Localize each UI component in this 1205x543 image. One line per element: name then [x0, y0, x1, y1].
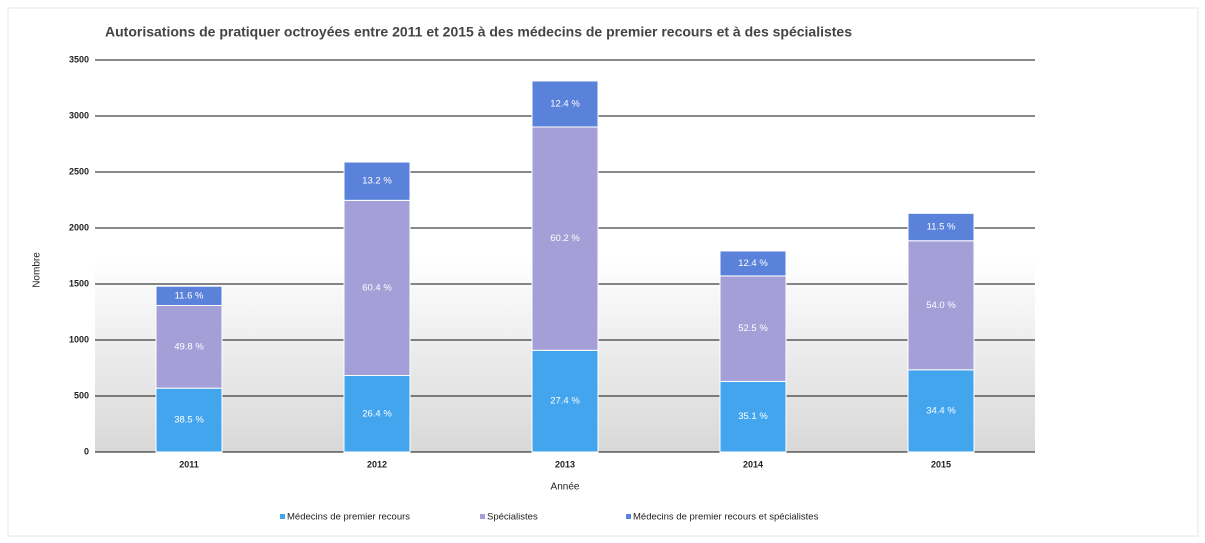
data-label: 13.2 %	[362, 176, 392, 187]
data-label: 11.5 %	[927, 222, 956, 233]
data-label: 12.4 %	[550, 98, 580, 109]
data-label: 11.6 %	[175, 290, 204, 301]
data-label: 60.2 %	[550, 233, 580, 244]
y-tick-label: 1500	[69, 278, 89, 288]
bar-segment	[719, 275, 787, 382]
bar-segment	[343, 199, 411, 377]
data-label: 34.4 %	[926, 405, 956, 416]
bar-segment	[155, 305, 223, 389]
x-tick-label: 2011	[179, 459, 199, 469]
y-tick-label: 2000	[69, 222, 89, 232]
data-label: 12.4 %	[738, 258, 768, 269]
x-tick-label: 2012	[367, 459, 387, 469]
legend-swatch	[626, 514, 631, 519]
y-tick-label: 1000	[69, 334, 89, 344]
bar-segment	[343, 375, 411, 453]
data-label: 38.5 %	[174, 415, 204, 426]
y-tick-label: 2500	[69, 166, 89, 176]
bar-segment	[907, 212, 975, 242]
legend-label: Spécialistes	[487, 512, 538, 523]
data-label: 26.4 %	[362, 408, 392, 419]
x-axis-label: Année	[551, 482, 580, 493]
x-tick-label: 2013	[555, 459, 575, 469]
bar-segment	[907, 369, 975, 453]
bar-segment	[155, 387, 223, 453]
bar-segment	[531, 126, 599, 351]
bar-segment	[719, 380, 787, 453]
bar-segment	[343, 161, 411, 201]
data-label: 54.0 %	[926, 300, 956, 311]
legend-label: Médecins de premier recours	[287, 512, 410, 523]
frame	[7, 7, 1199, 537]
x-tick-label: 2014	[743, 459, 763, 469]
y-tick-label: 3000	[69, 110, 89, 120]
x-tick-label: 2015	[931, 459, 951, 469]
legend-label: Médecins de premier recours et spécialis…	[633, 512, 819, 523]
data-label: 35.1 %	[738, 411, 768, 422]
data-label: 49.8 %	[174, 341, 204, 352]
bar-segment	[531, 80, 599, 128]
data-label: 52.5 %	[738, 323, 768, 334]
bar-segment	[155, 285, 223, 307]
data-label: 60.4 %	[362, 282, 392, 293]
y-tick-label: 3500	[69, 54, 89, 64]
data-label: 27.4 %	[550, 396, 580, 407]
chart-title: Autorisations de pratiquer octroyées ent…	[105, 24, 852, 40]
legend-swatch	[480, 514, 485, 519]
y-tick-label: 500	[74, 390, 89, 400]
y-tick-label: 0	[84, 446, 89, 456]
bar-segment	[719, 250, 787, 277]
legend-swatch	[280, 514, 285, 519]
y-axis-label: Nombre	[32, 252, 43, 288]
